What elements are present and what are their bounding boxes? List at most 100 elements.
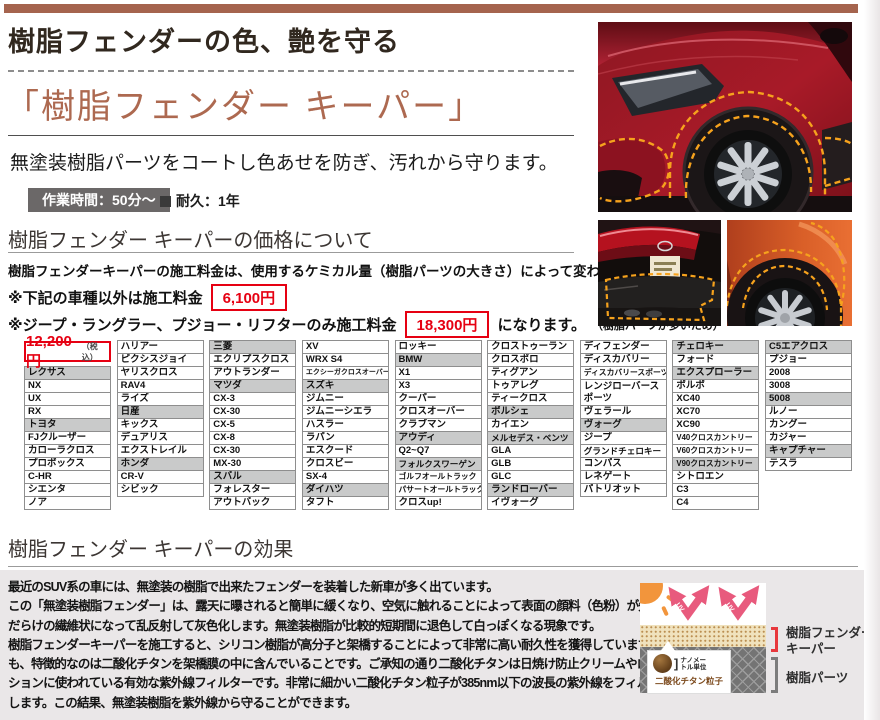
- model-cell: X1: [394, 366, 482, 380]
- model-cell: ディスカバリースポーツ: [579, 366, 667, 380]
- maker-cell: アウディ: [394, 431, 482, 445]
- model-cell: プジョー: [765, 353, 852, 367]
- model-cell: クロスポロ: [487, 353, 575, 367]
- model-cell: C4: [672, 496, 760, 510]
- car-column: チェロキー フォード エクスプローラー ボルボ XC40 XC70 XC90 V40クロスカン…: [672, 340, 760, 510]
- model-cell: V60クロスカントリー: [672, 444, 760, 458]
- maker-cell: ホンダ: [116, 457, 204, 471]
- model-cell: ハリアー: [116, 340, 204, 354]
- model-cell: コンパス: [579, 457, 667, 471]
- model-cell: 2008: [765, 366, 852, 380]
- maker-cell: ポルシェ: [487, 405, 575, 419]
- model-cell: エクシーガクロスオーバー: [301, 366, 389, 380]
- maker-cell: ヴォーグ: [579, 418, 667, 432]
- effect-paragraph-line: します。この結果、無塗装樹脂を紫外線から守ることができます。: [8, 695, 357, 710]
- keeper-layer-label: 樹脂フェンダー キーパー: [786, 625, 874, 657]
- effect-paragraph-line: も、特徴的なのは二酸化チタンを架橋膜の中に含んでいることです。ご承知の通り二酸化…: [8, 657, 661, 672]
- model-cell: ピクシスジョイ: [116, 353, 204, 367]
- model-cell: ラパン: [301, 431, 389, 445]
- model-cell: クロストゥーラン: [487, 340, 575, 354]
- page-right-margin: [864, 0, 880, 720]
- car-photo-front-fender: [598, 22, 852, 212]
- model-cell: C-HR: [24, 470, 111, 484]
- model-cell: カローラクロス: [24, 444, 111, 458]
- model-cell: エクリプスクロス: [209, 353, 297, 367]
- model-cell: CX-5: [209, 418, 297, 432]
- nano-unit-label: ナノメートル単位: [680, 656, 707, 671]
- model-cell: カイエン: [487, 418, 575, 432]
- work-time-badge: 作業時間：50分～: [28, 188, 170, 212]
- model-cell: フォレスター: [209, 483, 297, 497]
- model-cell: パサートオールトラック: [394, 483, 482, 497]
- model-cell: クロスup!: [394, 496, 482, 510]
- durability-text: 耐久：1年: [176, 193, 240, 209]
- model-cell: GLB: [487, 457, 575, 471]
- maker-cell: ダイハツ: [301, 483, 389, 497]
- jeep-price-suffix: になります。: [497, 317, 586, 334]
- jeep-price-box: 18,300円: [404, 311, 490, 338]
- model-cell: X3: [394, 379, 482, 393]
- base-price-prefix: ※下記の車種以外は施工料金: [8, 290, 203, 307]
- model-cell: シトロエン: [672, 470, 760, 484]
- model-cell: GLA: [487, 444, 575, 458]
- model-cell: シエンタ: [24, 483, 111, 497]
- model-cell: アウトランダー: [209, 366, 297, 380]
- car-photo-rear-bumper: [598, 220, 721, 326]
- table-price-box: 12,200円 （税込）: [24, 333, 111, 370]
- model-cell: タフト: [301, 496, 389, 510]
- uv-arrow-icon: UV: [718, 585, 760, 621]
- maker-cell: マツダ: [209, 379, 297, 393]
- model-cell: MX-30: [209, 457, 297, 471]
- model-cell: NX: [24, 379, 111, 393]
- model-cell: ライズ: [116, 392, 204, 406]
- model-cell: ヴェラール: [579, 405, 667, 419]
- product-title: 「樹脂フェンダー キーパー」: [5, 88, 485, 126]
- model-cell: カジャー: [765, 431, 852, 445]
- model-cell: V40クロスカントリー: [672, 431, 760, 445]
- pricing-intro: 樹脂フェンダーキーパーの施工料金は、使用するケミカル量（樹脂パーツの大きさ）によ…: [8, 264, 653, 279]
- model-cell: ヤリスクロス: [116, 366, 204, 380]
- model-cell: ロッキー: [394, 340, 482, 354]
- model-cell: ノア: [24, 496, 111, 510]
- effect-paragraph-line: 最近のSUV系の車には、無塗装の樹脂で出来たフェンダーを装着した新車が多く出てい…: [8, 580, 499, 594]
- maker-cell: ランドローバー: [487, 483, 575, 497]
- model-cell: クロスビー: [301, 457, 389, 471]
- size-bracket-icon: ]: [674, 656, 679, 671]
- pricing-section-title: 樹脂フェンダー キーパーの価格について: [8, 230, 373, 252]
- model-cell: ジムニー: [301, 392, 389, 406]
- uv-label: UV: [724, 602, 736, 614]
- parts-bracket-icon: [771, 657, 778, 693]
- car-price-table: 12,200円 （税込） レクサス NX UX RX トヨタ FJクルーザー カローラクロス プロ…: [24, 333, 852, 510]
- effect-paragraph-line: この「無塗装樹脂フェンダー」は、露天に曝されると簡単に緩くなり、空気に触れること…: [8, 599, 708, 614]
- effect-paragraph: 最近のSUV系の車には、無塗装の樹脂で出来たフェンダーを装着した新車が多く出てい…: [8, 578, 708, 713]
- model-cell: ティグアン: [487, 366, 575, 380]
- lead-text: 無塗装樹脂パーツをコートし色あせを防ぎ、汚れから守ります。: [10, 153, 558, 174]
- model-cell: ハスラー: [301, 418, 389, 432]
- durability-note: 耐久：1年: [160, 191, 240, 211]
- titanium-particle-icon: [653, 654, 672, 673]
- uv-protection-diagram: UV UV ] ナノメートル単位 二酸化チタン粒子 樹脂フェンダー キーパー 樹…: [640, 583, 874, 715]
- model-cell: クロスオーバー: [394, 405, 482, 419]
- maker-cell: キャプチャー: [765, 444, 852, 458]
- keeper-label-line1: 樹脂フェンダー: [786, 626, 874, 640]
- model-cell: WRX S4: [301, 353, 389, 367]
- model-cell: ディフェンダー: [579, 340, 667, 354]
- coating-layer: [640, 625, 766, 647]
- diagram-sky: UV UV: [640, 583, 766, 625]
- model-cell: ルノー: [765, 405, 852, 419]
- model-cell: イヴォーグ: [487, 496, 575, 510]
- model-cell: ティークロス: [487, 392, 575, 406]
- maker-cell: BMW: [394, 353, 482, 367]
- particle-label: 二酸化チタン粒子: [654, 676, 723, 686]
- model-cell: CX-30: [209, 444, 297, 458]
- model-cell: ジムニーシエラ: [301, 405, 389, 419]
- model-cell: テスラ: [765, 457, 852, 471]
- model-cell: カングー: [765, 418, 852, 432]
- effect-section-title: 樹脂フェンダー キーパーの効果: [8, 539, 294, 561]
- model-cell: SX-4: [301, 470, 389, 484]
- pricing-divider: [8, 252, 574, 253]
- model-cell: ボルボ: [672, 379, 760, 393]
- model-cell: レネゲート: [579, 470, 667, 484]
- maker-cell: V90クロスカントリー: [672, 457, 760, 471]
